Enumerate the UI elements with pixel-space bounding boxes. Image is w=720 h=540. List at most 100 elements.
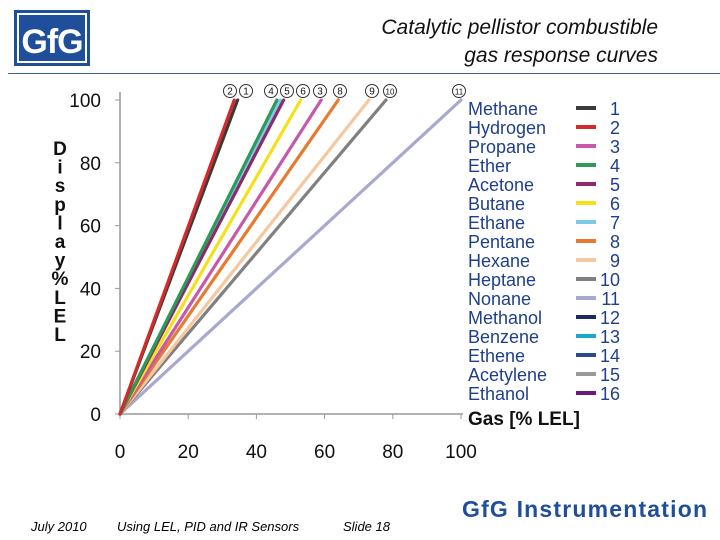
curve-marker-3: 3 bbox=[313, 84, 327, 98]
curve-marker-circle bbox=[365, 84, 379, 98]
legend-number: 14 bbox=[600, 346, 620, 366]
y-axis-label-char: % bbox=[52, 269, 69, 290]
logo-text: GfG bbox=[21, 23, 82, 61]
legend-item-pentane: Pentane 8 bbox=[468, 232, 620, 252]
legend-swatch bbox=[576, 106, 596, 110]
y-tick-label: 0 bbox=[90, 405, 101, 426]
y-axis-label-char: s bbox=[55, 176, 66, 197]
legend-item-hexane: Hexane 9 bbox=[468, 251, 620, 271]
curve-marker-8: 8 bbox=[333, 84, 347, 98]
series-line-heptane bbox=[118, 98, 388, 416]
curve-marker-9: 9 bbox=[365, 84, 379, 98]
curve-marker-4: 4 bbox=[264, 84, 278, 98]
curve-marker-label: 6 bbox=[300, 87, 306, 98]
curve-marker-circle bbox=[383, 84, 397, 98]
y-axis-label-char: a bbox=[55, 232, 66, 253]
legend-number: 12 bbox=[600, 308, 620, 328]
y-axis-label-char: y bbox=[55, 251, 66, 272]
legend-item-acetylene: Acetylene 15 bbox=[468, 365, 620, 385]
series-line-nonane bbox=[118, 98, 463, 416]
legend-number: 8 bbox=[610, 232, 620, 252]
curve-marker-label: 2 bbox=[227, 87, 233, 98]
y-tick-label: 60 bbox=[80, 217, 101, 238]
legend-number: 9 bbox=[610, 251, 620, 271]
legend-swatch bbox=[576, 372, 596, 376]
series-line-propane bbox=[118, 98, 323, 416]
legend-item-propane: Propane 3 bbox=[468, 137, 620, 157]
slide-title: Catalytic pellistor combustible gas resp… bbox=[238, 14, 658, 70]
curve-marker-5: 5 bbox=[280, 84, 294, 98]
legend-swatch bbox=[576, 182, 596, 186]
series-line-pentane bbox=[118, 98, 340, 416]
curve-marker-6: 6 bbox=[296, 84, 310, 98]
y-axis-label-char: l bbox=[57, 213, 62, 234]
curve-marker-circle bbox=[313, 84, 327, 98]
curve-marker-label: 8 bbox=[337, 87, 343, 98]
curve-marker-circle bbox=[452, 84, 466, 98]
curve-marker-label: 10 bbox=[386, 88, 395, 97]
title-line-1: Catalytic pellistor combustible bbox=[381, 16, 658, 39]
brand-text: GfG Instrumentation bbox=[462, 496, 707, 522]
legend-name: Ethanol bbox=[468, 384, 529, 404]
legend-name: Propane bbox=[468, 137, 536, 157]
plot-area: 0 20 40 60 80 100 0 20 40 60 80 100 2 1 4 5 6 3 8 9 10 11 bbox=[69, 84, 477, 463]
x-tick-label: 40 bbox=[246, 442, 267, 463]
legend-number: 6 bbox=[610, 194, 620, 214]
curve-marker-circle bbox=[296, 84, 310, 98]
legend-swatch bbox=[576, 391, 596, 395]
legend-name: Hydrogen bbox=[468, 118, 546, 138]
legend-number: 3 bbox=[610, 137, 620, 157]
legend-name: Acetylene bbox=[468, 365, 547, 385]
legend-number: 11 bbox=[601, 289, 620, 309]
legend-swatch bbox=[576, 239, 596, 243]
legend-number: 2 bbox=[610, 118, 620, 138]
series-line-hydrogen bbox=[118, 98, 236, 416]
footer-date: July 2010 bbox=[31, 519, 87, 534]
legend-name: Ethene bbox=[468, 346, 525, 366]
legend-number: 13 bbox=[600, 327, 620, 347]
legend-item-ethanol: Ethanol 16 bbox=[468, 384, 620, 404]
legend-item-benzene: Benzene 13 bbox=[468, 327, 620, 347]
series-line-butane bbox=[118, 98, 303, 416]
legend-name: Pentane bbox=[468, 232, 535, 252]
legend-swatch bbox=[576, 125, 596, 129]
legend-name: Ether bbox=[468, 156, 511, 176]
curve-marker-circle bbox=[333, 84, 347, 98]
y-axis-label-char: E bbox=[54, 306, 67, 327]
y-axis-label-char: p bbox=[54, 195, 66, 216]
curve-marker-label: 5 bbox=[284, 87, 290, 98]
y-axis-label-char: L bbox=[54, 288, 66, 309]
x-tick-label: 100 bbox=[445, 442, 477, 463]
y-tick-label: 80 bbox=[80, 154, 101, 175]
legend-name: Methanol bbox=[468, 308, 542, 328]
x-tick-label: 80 bbox=[382, 442, 403, 463]
y-tick-label: 100 bbox=[69, 91, 101, 112]
y-axis-label-char: i bbox=[57, 158, 62, 179]
legend-item-heptane: Heptane 10 bbox=[468, 270, 620, 290]
legend-swatch bbox=[576, 353, 596, 357]
x-axis-label: Gas [% LEL] bbox=[468, 409, 580, 430]
legend-item-ethane: Ethane 7 bbox=[468, 213, 620, 233]
curve-marker-circle bbox=[264, 84, 278, 98]
curve-marker-11: 11 bbox=[452, 84, 466, 98]
legend-swatch bbox=[576, 315, 596, 319]
gfg-logo: GfG bbox=[14, 10, 90, 66]
brand-wordmark: GfG Instrumentation bbox=[462, 496, 707, 522]
legend-number: 10 bbox=[600, 270, 620, 290]
curve-marker-2: 2 bbox=[223, 84, 237, 98]
legend-number: 5 bbox=[610, 175, 620, 195]
legend-swatch bbox=[576, 296, 596, 300]
legend-name: Heptane bbox=[468, 270, 536, 290]
x-tick-label: 20 bbox=[178, 442, 199, 463]
legend-number: 4 bbox=[610, 156, 620, 176]
legend-item-methane: Methane 1 bbox=[468, 99, 620, 119]
legend-item-ether: Ether 4 bbox=[468, 156, 620, 176]
legend-name: Butane bbox=[468, 194, 525, 214]
legend-swatch bbox=[576, 201, 596, 205]
title-line-2: gas response curves bbox=[464, 44, 658, 67]
footer-slide-number: Slide 18 bbox=[343, 519, 390, 534]
legend-name: Acetone bbox=[468, 175, 534, 195]
curve-marker-circle bbox=[239, 84, 253, 98]
